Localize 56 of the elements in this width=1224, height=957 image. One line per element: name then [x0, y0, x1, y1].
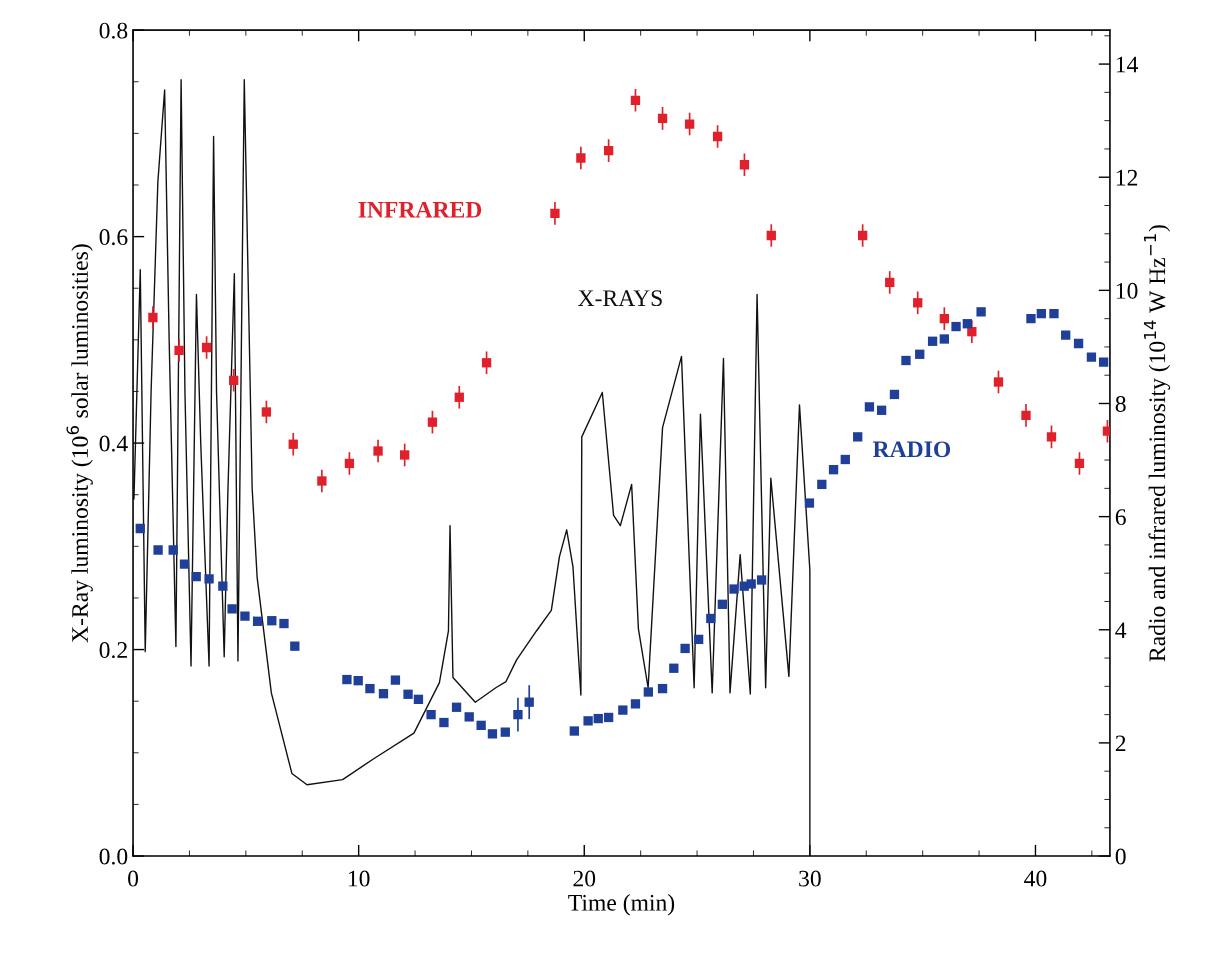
point — [427, 417, 438, 427]
point — [481, 358, 492, 368]
line-series — [133, 79, 811, 857]
y2-axis-title: Radio and infrared luminosity (10$^{14}$ W Hz$^{−1}$) — [1143, 225, 1171, 662]
y-axis-title: X-Ray luminosity (10$^{6}$ solar luminosities) — [66, 244, 93, 643]
point — [400, 450, 410, 460]
point — [913, 298, 923, 308]
point — [712, 131, 723, 142]
x-tick-label: 20 — [573, 870, 596, 887]
y2-tick-label: 10 — [1116, 282, 1138, 299]
point — [174, 345, 184, 355]
y-tick-label: 0.0 — [99, 848, 128, 865]
point — [317, 476, 327, 486]
point — [939, 313, 949, 324]
y2-tick-label: 2 — [1115, 735, 1126, 752]
point — [373, 446, 383, 456]
x-tick-label: 40 — [1024, 870, 1047, 887]
point — [630, 95, 641, 105]
point — [288, 439, 298, 449]
y2-tick-label: 14 — [1116, 56, 1139, 73]
point — [201, 342, 212, 353]
series-label: RADIO — [872, 441, 951, 458]
y-tick-label: 0.8 — [99, 22, 128, 39]
point — [603, 145, 614, 156]
point — [739, 160, 750, 170]
y2-tick-label: 12 — [1116, 169, 1138, 186]
point — [229, 375, 239, 385]
point — [1021, 410, 1031, 421]
point — [993, 377, 1004, 387]
point — [576, 153, 586, 163]
y2-tick-label: 4 — [1115, 622, 1127, 638]
point — [657, 113, 668, 124]
x-tick-label: 30 — [799, 870, 821, 887]
y-tick-label: 0.4 — [99, 435, 128, 452]
point — [766, 230, 776, 241]
point — [261, 407, 272, 417]
point — [885, 277, 895, 288]
point — [1046, 432, 1057, 442]
point — [550, 208, 560, 219]
point — [344, 458, 355, 469]
point — [684, 119, 695, 129]
text: X-RAYS — [578, 290, 662, 307]
point — [1074, 458, 1085, 469]
text: INFRARED — [358, 201, 482, 218]
x-tick-label: 10 — [348, 870, 370, 887]
x-axis-title: Time (min) — [568, 894, 675, 916]
y-tick-label: 0.6 — [99, 229, 128, 246]
y2-tick-label: 0 — [1115, 848, 1126, 865]
point — [967, 326, 977, 337]
point — [148, 312, 158, 323]
point — [858, 230, 868, 241]
y2-tick-label: 6 — [1115, 509, 1126, 526]
y-tick-label: 0.2 — [99, 642, 127, 659]
point — [454, 392, 464, 402]
y2-tick-label: 8 — [1115, 395, 1126, 412]
x-tick-label: 0 — [128, 870, 139, 887]
